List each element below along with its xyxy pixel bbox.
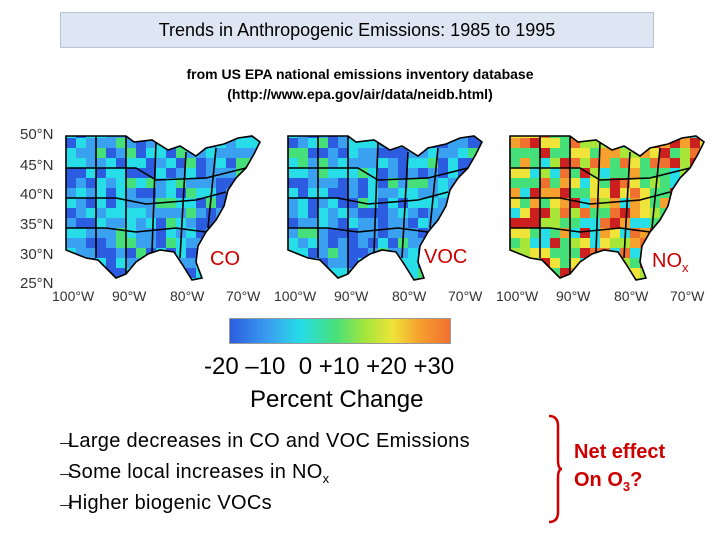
bullet-item: →Large decreases in CO and VOC Emissions — [56, 430, 470, 461]
lat-label-50n: 50°N — [20, 126, 54, 143]
bullet-item: →Higher biogenic VOCs — [56, 492, 470, 523]
bullet-text: Large decreases in CO and VOC Emissions — [68, 430, 470, 452]
lat-label-30n: 30°N — [20, 246, 54, 263]
map-svg — [287, 135, 484, 281]
colorbar-ticks: -20 –10 0 +10 +20 +30 — [204, 353, 455, 380]
map-voc — [278, 128, 490, 288]
lat-label-40n: 40°N — [20, 186, 54, 203]
net-effect-line1: Net effect — [574, 441, 666, 463]
subtitle-url: (http://www.epa.gov/air/data/neidb.html) — [227, 86, 493, 102]
species-label-voc: VOC — [424, 246, 467, 271]
lon-label-100w: 100°W — [496, 288, 539, 304]
species-name: NO — [652, 250, 682, 272]
bullet-text: Some local increases in NO — [68, 461, 323, 483]
net-effect-line2: On O3? — [574, 466, 665, 501]
species-label-co: CO — [210, 248, 240, 273]
species-sub: x — [682, 260, 689, 275]
lon-label-80w: 80°W — [392, 288, 427, 304]
bullet-text: Higher biogenic VOCs — [68, 492, 272, 514]
lat-label-45n: 45°N — [20, 157, 54, 174]
colorbar — [229, 318, 451, 344]
lon-label-70w: 70°W — [226, 288, 261, 304]
brace-icon — [548, 414, 563, 524]
species-label-nox: NOx — [652, 250, 689, 275]
net-effect-suffix: ? — [630, 469, 643, 491]
bullet-list: →Large decreases in CO and VOC Emissions… — [56, 430, 470, 523]
net-effect-note: Net effect On O3? — [574, 438, 665, 501]
lon-label-80w: 80°W — [614, 288, 649, 304]
map-co — [56, 128, 268, 288]
arrow-right-icon: → — [56, 461, 77, 483]
arrow-right-icon: → — [56, 430, 77, 452]
colorbar-label: Percent Change — [250, 386, 424, 413]
lon-label-90w: 90°W — [112, 288, 147, 304]
lat-label-25n: 25°N — [20, 275, 54, 292]
lon-label-100w: 100°W — [52, 288, 95, 304]
lon-label-100w: 100°W — [274, 288, 317, 304]
bullet-sub: x — [322, 471, 330, 486]
net-effect-prefix: On O — [574, 469, 623, 491]
map-nox — [500, 128, 712, 288]
lon-label-70w: 70°W — [448, 288, 483, 304]
net-effect-sub: 3 — [622, 479, 631, 494]
map-svg — [509, 135, 706, 281]
lon-label-70w: 70°W — [670, 288, 705, 304]
lon-label-90w: 90°W — [556, 288, 591, 304]
title-box: Trends in Anthropogenic Emissions: 1985 … — [60, 12, 654, 48]
species-name: CO — [210, 248, 240, 270]
lon-label-90w: 90°W — [334, 288, 369, 304]
subtitle-source: from US EPA national emissions inventory… — [186, 66, 534, 82]
arrow-right-icon: → — [56, 492, 77, 514]
map-svg — [65, 135, 262, 281]
species-name: VOC — [424, 246, 468, 268]
page-title: Trends in Anthropogenic Emissions: 1985 … — [158, 19, 556, 40]
lat-label-35n: 35°N — [20, 216, 54, 233]
bullet-item: →Some local increases in NOx — [56, 461, 470, 492]
lon-label-80w: 80°W — [170, 288, 205, 304]
